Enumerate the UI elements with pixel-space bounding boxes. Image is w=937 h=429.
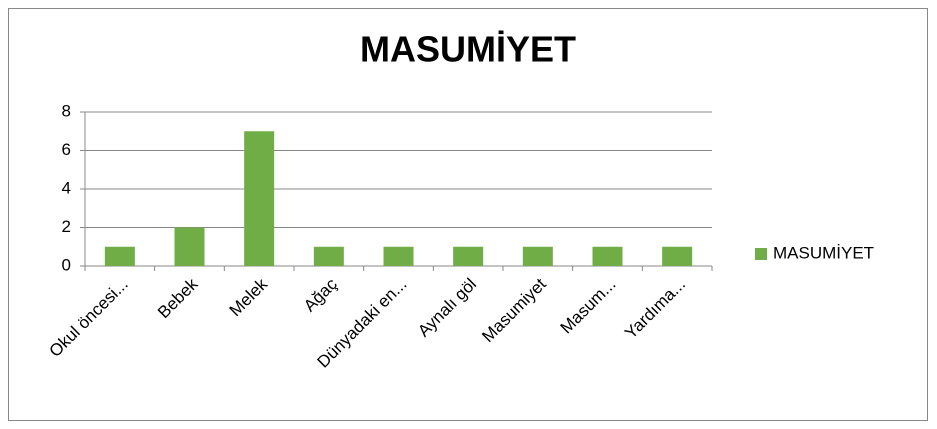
bar [453, 246, 484, 266]
y-tick-label: 0 [62, 255, 71, 274]
legend-label: MASUMİYET [773, 243, 874, 262]
y-tick-label: 4 [62, 178, 71, 197]
y-tick-label: 2 [62, 217, 71, 236]
legend-swatch [755, 248, 767, 260]
bar [104, 246, 135, 266]
bar [174, 227, 205, 266]
bar [313, 246, 344, 266]
bar [592, 246, 623, 266]
bar [244, 131, 275, 266]
y-tick-label: 8 [62, 101, 71, 120]
chart-border [8, 8, 928, 421]
bar [662, 246, 693, 266]
y-tick-label: 6 [62, 140, 71, 159]
bar [522, 246, 553, 266]
bar [383, 246, 414, 266]
chart-title: MASUMİYET [360, 29, 576, 70]
